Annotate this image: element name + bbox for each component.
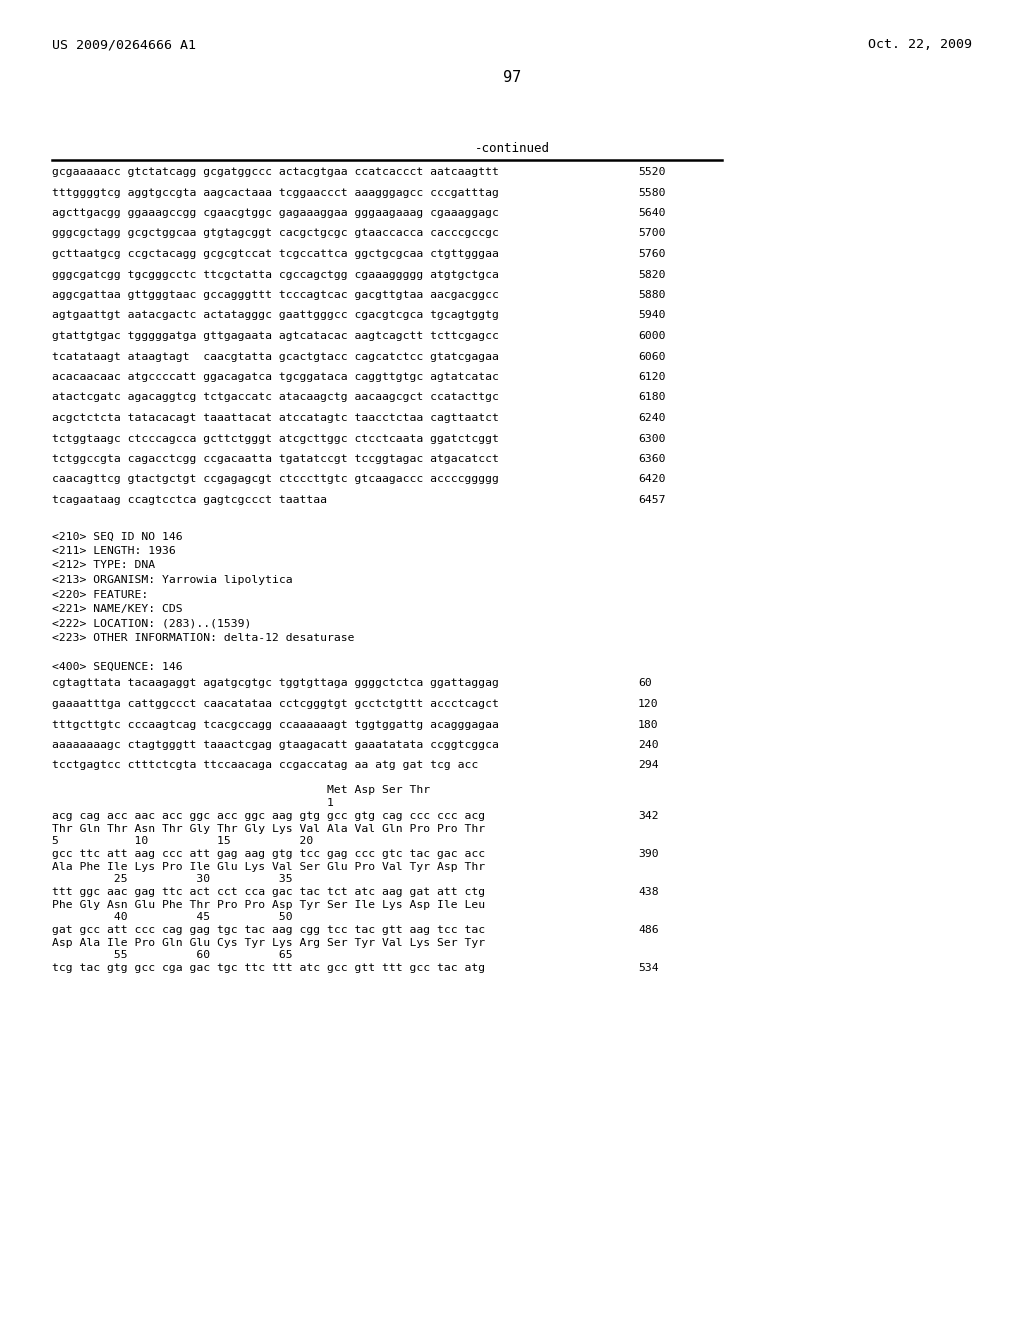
Text: tttgcttgtc cccaagtcag tcacgccagg ccaaaaaagt tggtggattg acagggagaa: tttgcttgtc cccaagtcag tcacgccagg ccaaaaa… — [52, 719, 499, 730]
Text: 5880: 5880 — [638, 290, 666, 300]
Text: 55          60          65: 55 60 65 — [52, 950, 293, 960]
Text: agcttgacgg ggaaagccgg cgaacgtggc gagaaaggaa gggaagaaag cgaaaggagc: agcttgacgg ggaaagccgg cgaacgtggc gagaaag… — [52, 209, 499, 218]
Text: 6420: 6420 — [638, 474, 666, 484]
Text: 180: 180 — [638, 719, 658, 730]
Text: ttt ggc aac gag ttc act cct cca gac tac tct atc aag gat att ctg: ttt ggc aac gag ttc act cct cca gac tac … — [52, 887, 485, 898]
Text: gat gcc att ccc cag gag tgc tac aag cgg tcc tac gtt aag tcc tac: gat gcc att ccc cag gag tgc tac aag cgg … — [52, 925, 485, 935]
Text: acgctctcta tatacacagt taaattacat atccatagtc taacctctaa cagttaatct: acgctctcta tatacacagt taaattacat atccata… — [52, 413, 499, 422]
Text: atactcgatc agacaggtcg tctgaccatc atacaagctg aacaagcgct ccatacttgc: atactcgatc agacaggtcg tctgaccatc atacaag… — [52, 392, 499, 403]
Text: gggcgatcgg tgcgggcctc ttcgctatta cgccagctgg cgaaaggggg atgtgctgca: gggcgatcgg tgcgggcctc ttcgctatta cgccagc… — [52, 269, 499, 280]
Text: 5640: 5640 — [638, 209, 666, 218]
Text: <223> OTHER INFORMATION: delta-12 desaturase: <223> OTHER INFORMATION: delta-12 desatu… — [52, 634, 354, 643]
Text: 5760: 5760 — [638, 249, 666, 259]
Text: <400> SEQUENCE: 146: <400> SEQUENCE: 146 — [52, 661, 182, 672]
Text: gtattgtgac tgggggatga gttgagaata agtcatacac aagtcagctt tcttcgagcc: gtattgtgac tgggggatga gttgagaata agtcata… — [52, 331, 499, 341]
Text: agtgaattgt aatacgactc actatagggc gaattgggcc cgacgtcgca tgcagtggtg: agtgaattgt aatacgactc actatagggc gaattgg… — [52, 310, 499, 321]
Text: 25          30          35: 25 30 35 — [52, 874, 293, 884]
Text: Thr Gln Thr Asn Thr Gly Thr Gly Lys Val Ala Val Gln Pro Pro Thr: Thr Gln Thr Asn Thr Gly Thr Gly Lys Val … — [52, 824, 485, 834]
Text: caacagttcg gtactgctgt ccgagagcgt ctcccttgtc gtcaagaccc accccggggg: caacagttcg gtactgctgt ccgagagcgt ctccctt… — [52, 474, 499, 484]
Text: <220> FEATURE:: <220> FEATURE: — [52, 590, 148, 599]
Text: 6180: 6180 — [638, 392, 666, 403]
Text: gcgaaaaacc gtctatcagg gcgatggccc actacgtgaa ccatcaccct aatcaagttt: gcgaaaaacc gtctatcagg gcgatggccc actacgt… — [52, 168, 499, 177]
Text: tcagaataag ccagtcctca gagtcgccct taattaa: tcagaataag ccagtcctca gagtcgccct taattaa — [52, 495, 327, 506]
Text: Ala Phe Ile Lys Pro Ile Glu Lys Val Ser Glu Pro Val Tyr Asp Thr: Ala Phe Ile Lys Pro Ile Glu Lys Val Ser … — [52, 862, 485, 873]
Text: 6240: 6240 — [638, 413, 666, 422]
Text: -continued: -continued — [474, 143, 550, 154]
Text: gggcgctagg gcgctggcaa gtgtagcggt cacgctgcgc gtaaccacca cacccgccgc: gggcgctagg gcgctggcaa gtgtagcggt cacgctg… — [52, 228, 499, 239]
Text: 438: 438 — [638, 887, 658, 898]
Text: 97: 97 — [503, 70, 521, 84]
Text: 5580: 5580 — [638, 187, 666, 198]
Text: <213> ORGANISM: Yarrowia lipolytica: <213> ORGANISM: Yarrowia lipolytica — [52, 576, 293, 585]
Text: 486: 486 — [638, 925, 658, 935]
Text: 6360: 6360 — [638, 454, 666, 465]
Text: 5           10          15          20: 5 10 15 20 — [52, 836, 313, 846]
Text: 5700: 5700 — [638, 228, 666, 239]
Text: Oct. 22, 2009: Oct. 22, 2009 — [868, 38, 972, 51]
Text: Asp Ala Ile Pro Gln Glu Cys Tyr Lys Arg Ser Tyr Val Lys Ser Tyr: Asp Ala Ile Pro Gln Glu Cys Tyr Lys Arg … — [52, 939, 485, 948]
Text: gcc ttc att aag ccc att gag aag gtg tcc gag ccc gtc tac gac acc: gcc ttc att aag ccc att gag aag gtg tcc … — [52, 849, 485, 859]
Text: 40          45          50: 40 45 50 — [52, 912, 293, 921]
Text: <221> NAME/KEY: CDS: <221> NAME/KEY: CDS — [52, 605, 182, 614]
Text: tctggtaagc ctcccagcca gcttctgggt atcgcttggc ctcctcaata ggatctcggt: tctggtaagc ctcccagcca gcttctgggt atcgctt… — [52, 433, 499, 444]
Text: <222> LOCATION: (283)..(1539): <222> LOCATION: (283)..(1539) — [52, 619, 251, 628]
Text: 6457: 6457 — [638, 495, 666, 506]
Text: Phe Gly Asn Glu Phe Thr Pro Pro Asp Tyr Ser Ile Lys Asp Ile Leu: Phe Gly Asn Glu Phe Thr Pro Pro Asp Tyr … — [52, 900, 485, 909]
Text: gaaaatttga cattggccct caacatataa cctcgggtgt gcctctgttt accctcagct: gaaaatttga cattggccct caacatataa cctcggg… — [52, 700, 499, 709]
Text: 294: 294 — [638, 760, 658, 771]
Text: tcg tac gtg gcc cga gac tgc ttc ttt atc gcc gtt ttt gcc tac atg: tcg tac gtg gcc cga gac tgc ttc ttt atc … — [52, 964, 485, 973]
Text: cgtagttata tacaagaggt agatgcgtgc tggtgttaga ggggctctca ggattaggag: cgtagttata tacaagaggt agatgcgtgc tggtgtt… — [52, 678, 499, 689]
Text: 60: 60 — [638, 678, 651, 689]
Text: US 2009/0264666 A1: US 2009/0264666 A1 — [52, 38, 196, 51]
Text: tcctgagtcc ctttctcgta ttccaacaga ccgaccatag aa atg gat tcg acc: tcctgagtcc ctttctcgta ttccaacaga ccgacca… — [52, 760, 478, 771]
Text: gcttaatgcg ccgctacagg gcgcgtccat tcgccattca ggctgcgcaa ctgttgggaa: gcttaatgcg ccgctacagg gcgcgtccat tcgccat… — [52, 249, 499, 259]
Text: 120: 120 — [638, 700, 658, 709]
Text: <211> LENGTH: 1936: <211> LENGTH: 1936 — [52, 546, 176, 556]
Text: 1: 1 — [52, 799, 334, 808]
Text: 5820: 5820 — [638, 269, 666, 280]
Text: <212> TYPE: DNA: <212> TYPE: DNA — [52, 561, 155, 570]
Text: aggcgattaa gttgggtaac gccagggttt tcccagtcac gacgttgtaa aacgacggcc: aggcgattaa gttgggtaac gccagggttt tcccagt… — [52, 290, 499, 300]
Text: tcatataagt ataagtagt  caacgtatta gcactgtacc cagcatctcc gtatcgagaa: tcatataagt ataagtagt caacgtatta gcactgta… — [52, 351, 499, 362]
Text: <210> SEQ ID NO 146: <210> SEQ ID NO 146 — [52, 532, 182, 541]
Text: Met Asp Ser Thr: Met Asp Ser Thr — [52, 785, 430, 795]
Text: 534: 534 — [638, 964, 658, 973]
Text: 6000: 6000 — [638, 331, 666, 341]
Text: 5520: 5520 — [638, 168, 666, 177]
Text: tttggggtcg aggtgccgta aagcactaaa tcggaaccct aaagggagcc cccgatttag: tttggggtcg aggtgccgta aagcactaaa tcggaac… — [52, 187, 499, 198]
Text: tctggccgta cagacctcgg ccgacaatta tgatatccgt tccggtagac atgacatcct: tctggccgta cagacctcgg ccgacaatta tgatatc… — [52, 454, 499, 465]
Text: 6300: 6300 — [638, 433, 666, 444]
Text: 5940: 5940 — [638, 310, 666, 321]
Text: acg cag acc aac acc ggc acc ggc aag gtg gcc gtg cag ccc ccc acg: acg cag acc aac acc ggc acc ggc aag gtg … — [52, 810, 485, 821]
Text: acacaacaac atgccccatt ggacagatca tgcggataca caggttgtgc agtatcatac: acacaacaac atgccccatt ggacagatca tgcggat… — [52, 372, 499, 381]
Text: aaaaaaaagc ctagtgggtt taaactcgag gtaagacatt gaaatatata ccggtcggca: aaaaaaaagc ctagtgggtt taaactcgag gtaagac… — [52, 741, 499, 750]
Text: 390: 390 — [638, 849, 658, 859]
Text: 6120: 6120 — [638, 372, 666, 381]
Text: 342: 342 — [638, 810, 658, 821]
Text: 240: 240 — [638, 741, 658, 750]
Text: 6060: 6060 — [638, 351, 666, 362]
